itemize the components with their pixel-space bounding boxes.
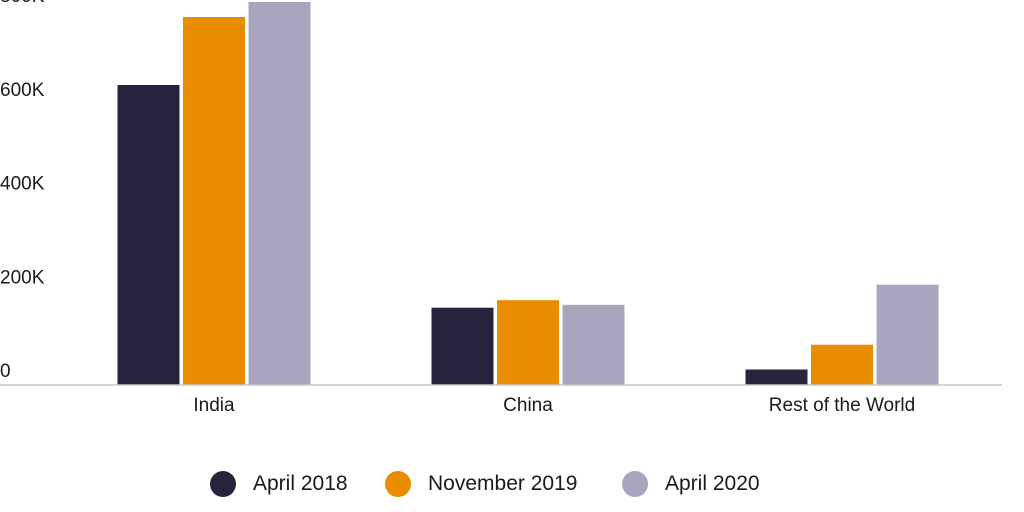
legend: April 2018 November 2019 April 2020 <box>0 466 1024 502</box>
y-tick-label: 0 <box>0 361 11 382</box>
y-tick-label: 600K <box>0 80 45 101</box>
legend-item: April 2020 <box>622 466 760 502</box>
bar-chart: 0 200K 400K 600K 800K India China Rest of the … <box>0 0 1002 416</box>
y-tick-label: 400K <box>0 174 45 195</box>
bar <box>745 369 808 385</box>
bar <box>248 2 311 385</box>
x-category-label: Rest of the World <box>769 395 915 416</box>
bar <box>811 344 873 385</box>
legend-swatch <box>210 471 236 497</box>
x-category-label: China <box>503 395 553 416</box>
legend-label: April 2020 <box>665 472 760 495</box>
x-category-label: India <box>193 395 235 416</box>
y-tick-label: 800K <box>0 0 45 7</box>
legend-item: April 2018 <box>210 466 348 502</box>
bar <box>117 85 180 385</box>
bar <box>876 284 939 385</box>
bar <box>562 304 625 385</box>
y-axis: 0 200K 400K 600K 800K <box>0 0 45 382</box>
bars <box>117 2 939 385</box>
legend-label: November 2019 <box>428 472 578 495</box>
y-tick-label: 200K <box>0 267 45 288</box>
legend-swatch <box>385 471 411 497</box>
bar <box>497 300 559 385</box>
legend-label: April 2018 <box>253 472 348 495</box>
bar <box>183 17 245 385</box>
legend-item: November 2019 <box>385 466 577 502</box>
bar <box>431 307 494 385</box>
legend-swatch <box>622 471 648 497</box>
x-axis: India China Rest of the World <box>193 395 915 416</box>
